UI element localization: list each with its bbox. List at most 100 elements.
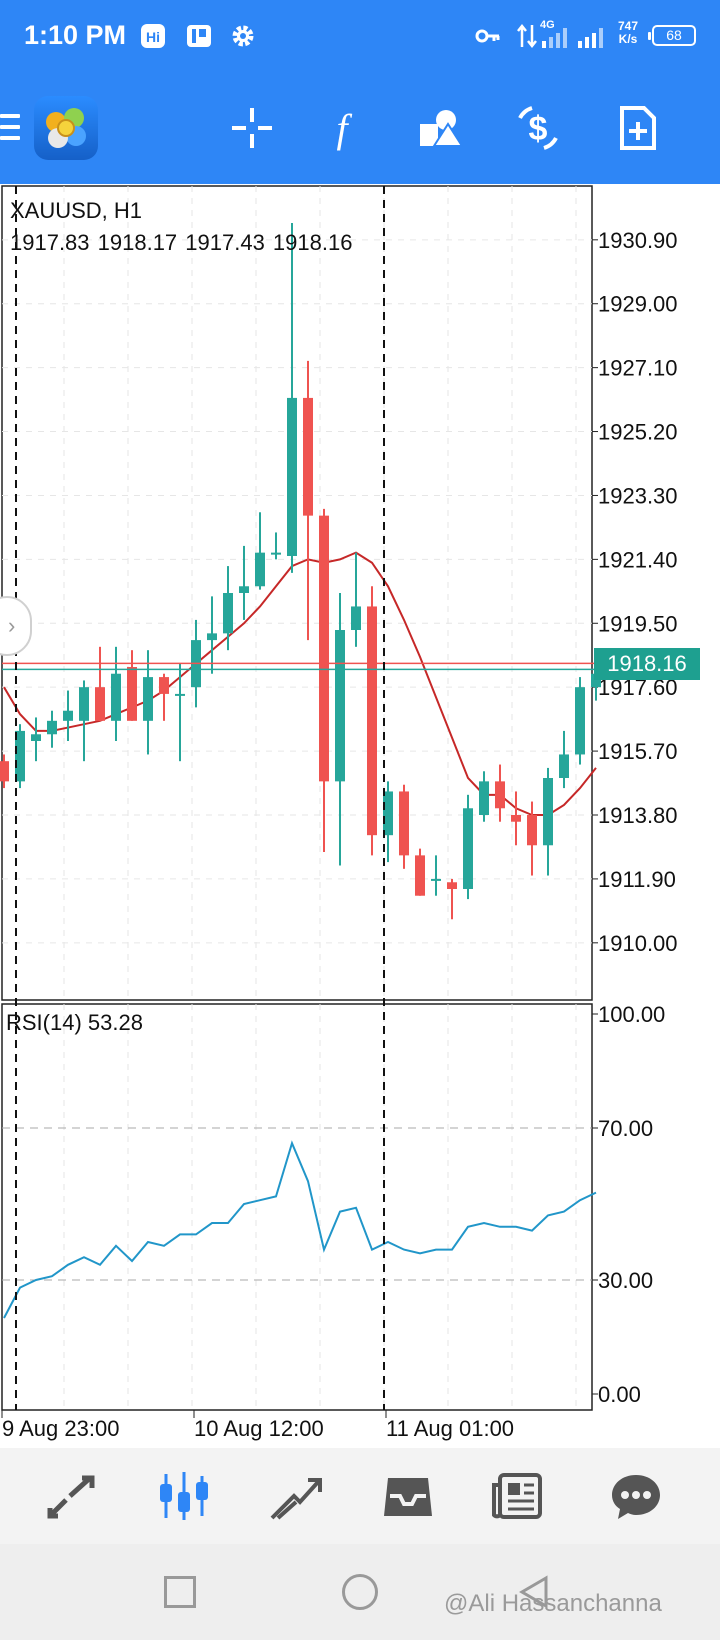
bearish-candle (95, 646, 105, 721)
bullish-candle (15, 724, 25, 789)
price-lines (2, 662, 700, 671)
recent-apps-button[interactable] (164, 1576, 196, 1608)
candle-body (303, 397, 313, 516)
bullish-candle (351, 552, 361, 647)
candle-body (175, 693, 185, 696)
bullish-candle (47, 710, 57, 748)
candle-body (159, 677, 169, 694)
bearish-candle (415, 848, 425, 896)
network-type: 4G (540, 19, 555, 31)
app-header: 1:10 PM Hi 4G (0, 0, 720, 184)
candle-body (367, 606, 377, 836)
data-transfer-icon (517, 23, 537, 49)
messages-icon[interactable] (606, 1466, 666, 1526)
symbol-icon[interactable]: $ (508, 98, 568, 158)
rsi-axis-label: 0.00 (598, 1382, 641, 1407)
new-order-icon[interactable] (608, 98, 668, 158)
bullish-candle (255, 512, 265, 590)
candle-body (79, 687, 89, 721)
rsi-axis-label: 70.00 (598, 1116, 653, 1141)
trade-icon[interactable] (266, 1466, 326, 1526)
chart-canvas[interactable]: 1930.90 1929.00 1927.10 1925.20 1923.30 1921.… (0, 184, 720, 1448)
price-axis-label: 1921.40 (598, 547, 678, 572)
rsi-line (3, 1140, 597, 1319)
signal-icon (542, 28, 567, 48)
candle-body (559, 754, 569, 778)
chart-ohlc-values: 1917.83 1918.17 1917.43 1918.16 (10, 230, 353, 255)
bullish-candle (207, 596, 217, 674)
time-axis-label: 11 Aug 01:00 (386, 1416, 514, 1441)
price-axis-label: 1929.00 (598, 292, 678, 317)
bullish-candle (543, 767, 553, 876)
price-axis-label: 1915.70 (598, 739, 678, 764)
current-price-tag: 1918.16 (594, 648, 700, 680)
quotes-icon[interactable] (42, 1466, 102, 1526)
bullish-candle (175, 663, 185, 762)
app-logo[interactable] (34, 96, 98, 160)
candle-body (511, 815, 521, 822)
bearish-candle (0, 754, 9, 789)
watermark-text: @Ali Hassanchanna (444, 1590, 662, 1617)
bullish-candle (79, 680, 89, 762)
candle-body (239, 586, 249, 593)
bullish-candle (575, 677, 585, 765)
rsi-label: RSI(14) 53.28 (6, 1010, 143, 1035)
bullish-candle (463, 794, 473, 900)
history-icon[interactable] (378, 1466, 438, 1526)
chart-toolbar: f $ (0, 84, 720, 176)
bottom-navigation (0, 1448, 720, 1544)
status-bar: 1:10 PM Hi 4G (0, 0, 720, 76)
parking-icon (187, 25, 211, 47)
rsi-axis: 100.00 70.00 30.00 0.00 (592, 1002, 665, 1407)
price-axis: 1930.90 1929.00 1927.10 1925.20 1923.30 1921.… (592, 228, 678, 956)
svg-text:$: $ (529, 110, 548, 148)
bullish-candle (559, 730, 569, 789)
bullish-candle (143, 650, 153, 755)
objects-icon[interactable] (410, 98, 470, 158)
candle-body (527, 815, 537, 846)
candle-body (591, 673, 601, 688)
bearish-candle (527, 801, 537, 876)
home-button[interactable] (342, 1574, 378, 1610)
network-speed-value: 747 (618, 19, 639, 33)
bullish-candle (223, 566, 233, 651)
candle-body (351, 606, 361, 630)
chart-symbol-timeframe: XAUUSD, H1 (10, 198, 143, 223)
bearish-candle (127, 650, 137, 721)
moving-average-line (3, 551, 597, 816)
bullish-candle (271, 532, 281, 560)
candle-body (319, 515, 329, 782)
moving-average-line (3, 551, 597, 816)
bearish-candle (495, 764, 505, 822)
bullish-candle (383, 781, 393, 863)
bullish-candle (479, 771, 489, 822)
time-axis-label: 9 Aug 23:00 (2, 1416, 119, 1441)
candle-body (271, 552, 281, 555)
candle-body (207, 633, 217, 641)
chart-icon[interactable] (154, 1466, 214, 1526)
bullish-candle (31, 717, 41, 762)
back-button[interactable] (516, 1574, 552, 1610)
time-axis-label: 10 Aug 12:00 (194, 1416, 324, 1441)
candle-body (415, 855, 425, 896)
candle-body (127, 667, 137, 721)
candle-body (399, 791, 409, 856)
price-axis-label: 1913.80 (598, 803, 678, 828)
rsi-axis-label: 30.00 (598, 1268, 653, 1293)
network-speed-unit: K/s (618, 32, 638, 46)
news-icon[interactable] (488, 1466, 548, 1526)
menu-icon[interactable] (0, 114, 20, 144)
svg-text:Hi: Hi (146, 29, 160, 45)
hi-icon: Hi (141, 24, 165, 48)
candle-body (335, 630, 345, 782)
candle-body (479, 781, 489, 815)
bearish-candle (399, 784, 409, 869)
bullish-candle (111, 646, 121, 741)
svg-text:f: f (336, 106, 352, 151)
bearish-candle (319, 508, 329, 852)
indicators-icon[interactable]: f (312, 98, 372, 158)
network-speed: 747 K/s (618, 20, 638, 46)
crosshair-icon[interactable] (222, 98, 282, 158)
chart-area[interactable]: 1930.90 1929.00 1927.10 1925.20 1923.30 1921.… (0, 184, 720, 1448)
candle-body (63, 710, 73, 721)
